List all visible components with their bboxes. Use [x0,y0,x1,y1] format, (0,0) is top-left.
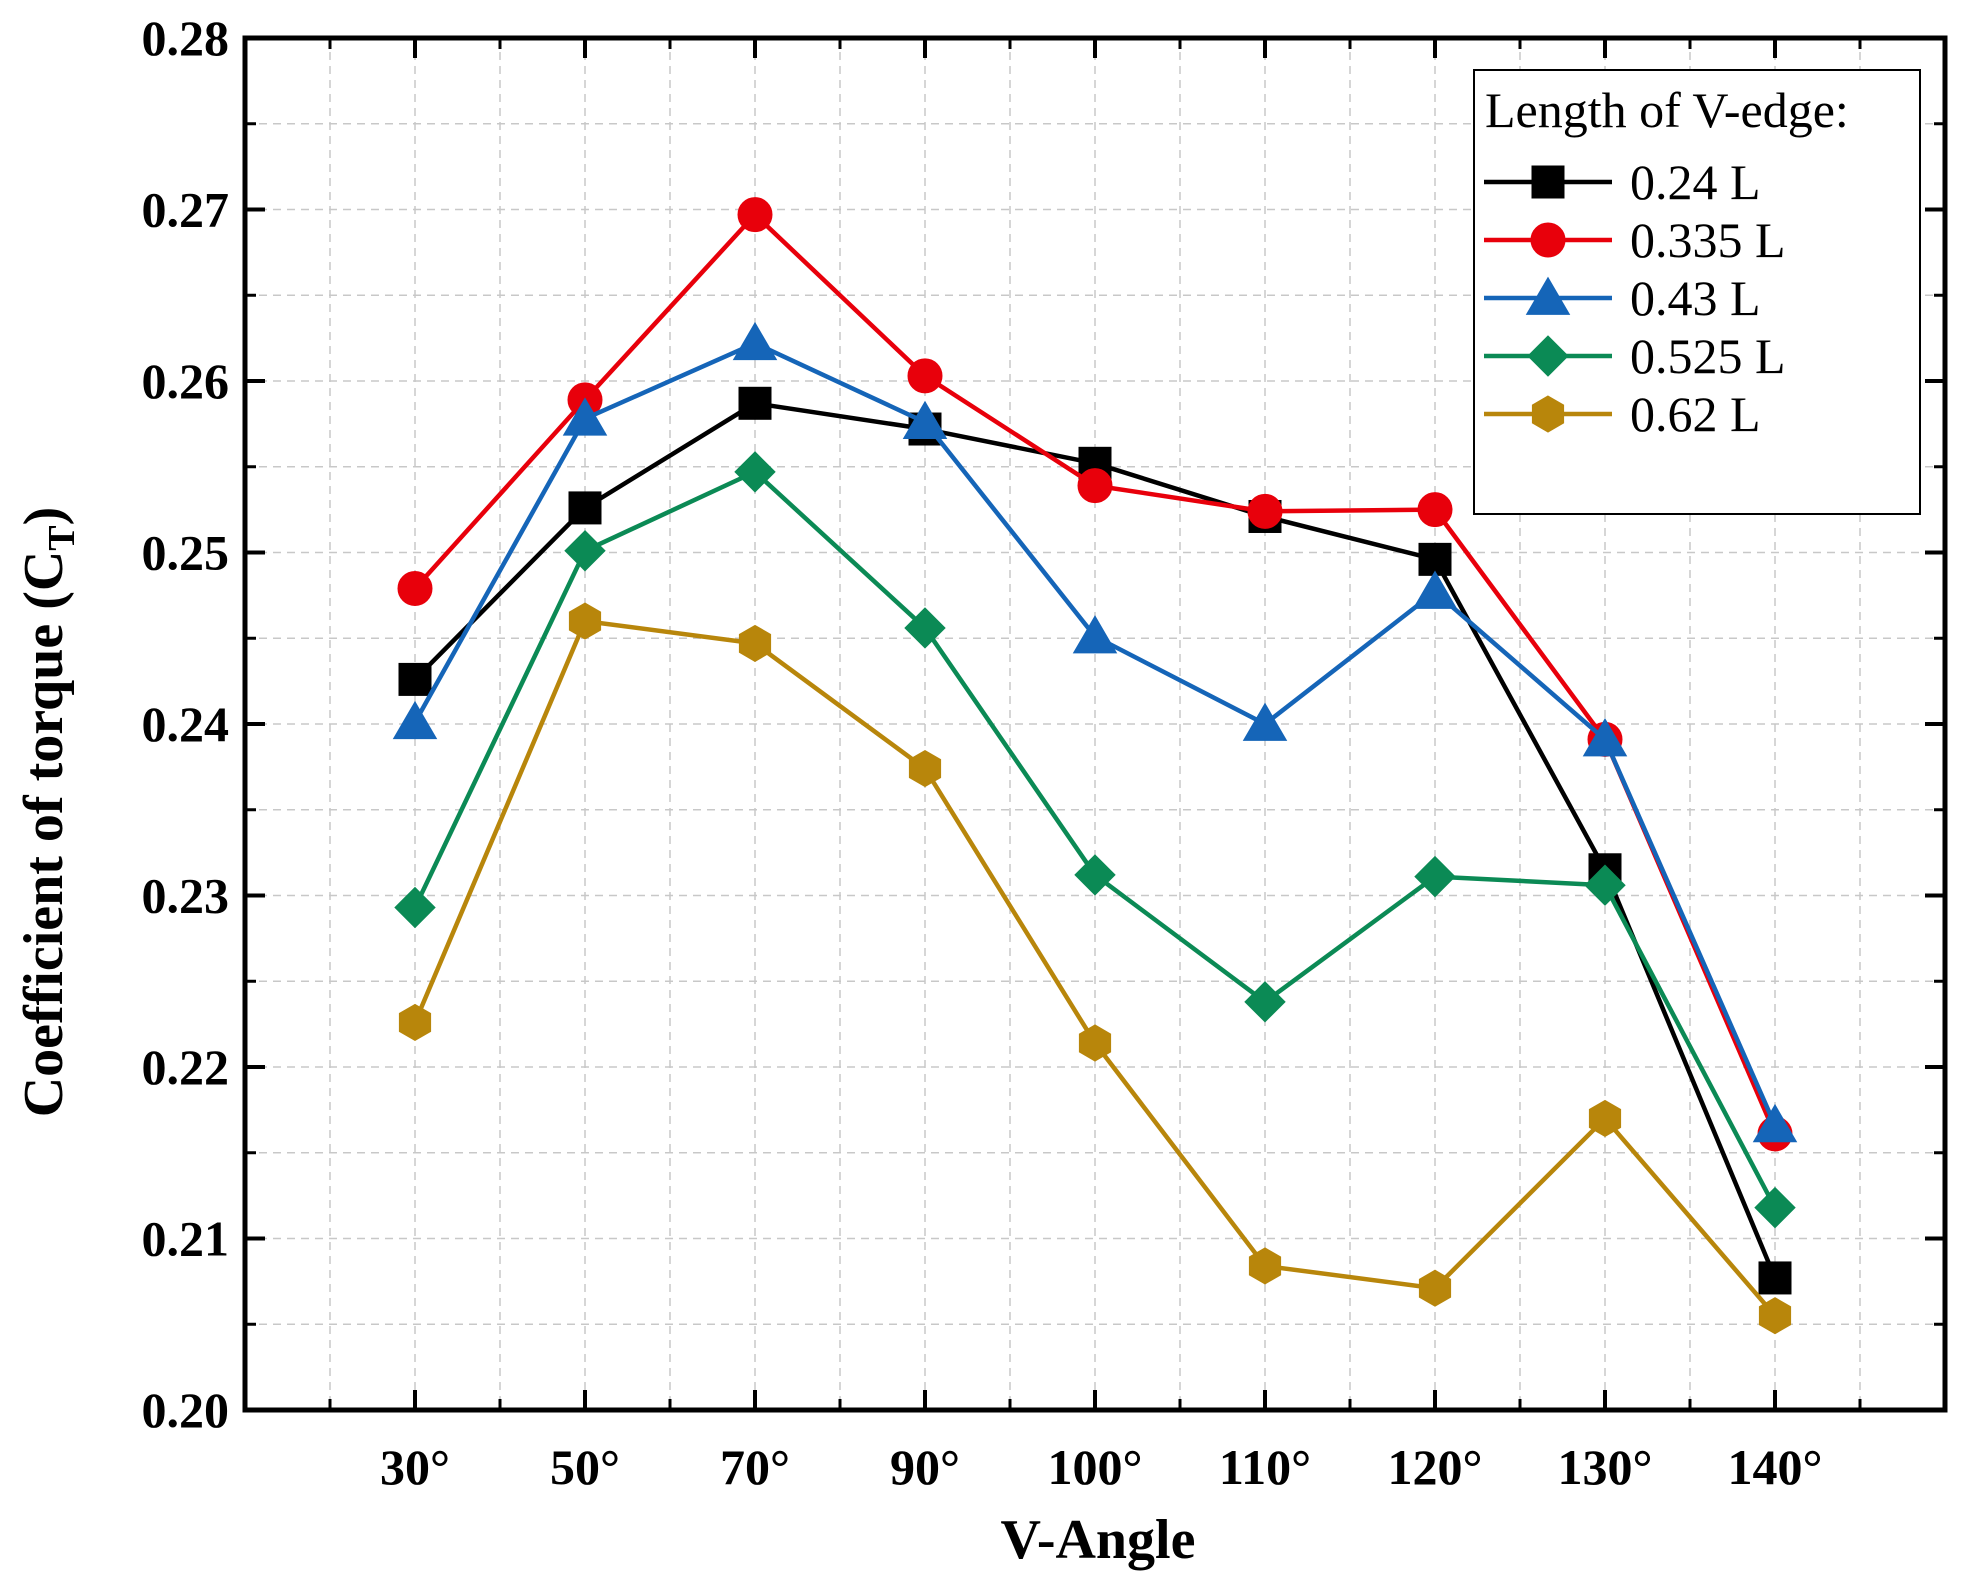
y-tick-label: 0.25 [142,525,230,581]
data-point-0-43-L [1752,1103,1798,1143]
data-point-0-525-L [734,451,776,493]
data-point-0-62-L [738,624,772,662]
data-point-0-43-L [1412,570,1458,609]
series-0-62-L [398,602,1792,1335]
legend-marker [1527,335,1569,377]
legend-item: 0.24 L [1484,154,1761,210]
data-point-0-62-L [1078,1024,1112,1062]
data-point-0-62-L [1588,1099,1622,1138]
data-point-0-24-L [1418,542,1452,576]
data-point-0-525-L [904,607,946,649]
series-0-43-L [392,321,1798,1143]
y-tick-label: 0.28 [142,10,230,66]
data-point-0-62-L [1248,1247,1282,1285]
data-point-0-43-L [902,400,948,440]
x-tick-label: 130° [1558,1439,1653,1495]
legend: Length of V-edge: 0.24 L0.335 L0.43 L0.5… [1473,69,1921,515]
series-layer [392,197,1798,1335]
data-point-0-24-L [1758,1261,1792,1295]
data-point-0-335-L [1247,493,1283,529]
data-point-0-525-L [1074,854,1116,896]
data-point-0-43-L [1072,615,1118,654]
data-point-0-335-L [907,358,943,394]
x-tick-label: 70° [720,1439,790,1495]
y-axis-title-subscript: T [41,525,83,550]
x-tick-label: 120° [1388,1439,1483,1495]
legend-label: 0.24 L [1630,154,1761,210]
data-point-0-335-L [1417,492,1453,528]
y-tick-label: 0.26 [142,353,230,409]
data-point-0-62-L [908,750,942,788]
data-point-0-24-L [738,386,772,420]
data-point-0-525-L [1584,864,1626,906]
x-tick-label: 140° [1728,1439,1823,1495]
y-tick-label: 0.24 [142,696,230,752]
data-point-0-335-L [1077,468,1113,504]
legend-item: 0.525 L [1484,328,1786,384]
y-axis-title: Coefficient of torque (CT) [13,507,83,1118]
y-tick-label: 0.27 [142,182,230,238]
data-point-0-62-L [398,1003,432,1041]
data-point-0-43-L [1242,702,1288,741]
axes: 0.20 0.21 0.22 0.23 0.24 0.25 0.26 0.27 0.28 30° 5… [142,10,1945,1495]
data-point-0-24-L [398,662,432,696]
x-tick-label: 90° [890,1439,960,1495]
y-tick-label: 0.23 [142,868,230,924]
legend-label: 0.43 L [1630,270,1761,326]
data-point-0-24-L [568,491,602,525]
legend-item: 0.335 L [1484,212,1786,268]
legend-label: 0.525 L [1630,328,1786,384]
data-point-0-43-L [1582,718,1628,757]
data-point-0-62-L [1758,1297,1792,1335]
x-tick-label: 110° [1219,1439,1311,1495]
legend-label: 0.335 L [1630,212,1786,268]
x-tick-label: 100° [1048,1439,1143,1495]
data-point-0-62-L [1418,1269,1452,1307]
legend-marker [1531,165,1565,199]
data-point-0-43-L [562,397,608,436]
legend-marker [1530,222,1566,258]
x-tick-label: 50° [550,1439,620,1495]
y-axis-title-main: Coefficient of torque (C [13,551,75,1118]
legend-item: 0.62 L [1484,386,1761,442]
y-tick-label: 0.22 [142,1039,230,1095]
data-point-0-525-L [394,886,436,929]
y-tick-label: 0.21 [142,1211,230,1267]
legend-label: 0.62 L [1630,386,1761,442]
x-axis-title: V-Angle [1001,1509,1196,1571]
x-tick-label: 30° [380,1439,450,1495]
data-point-0-525-L [1244,981,1286,1023]
data-point-0-525-L [1754,1186,1796,1229]
legend-title: Length of V-edge: [1485,82,1849,138]
series-0-525-L [394,451,1796,1229]
y-tick-label: 0.20 [142,1382,230,1438]
data-point-0-525-L [1414,855,1456,898]
data-point-0-525-L [564,530,606,572]
data-point-0-62-L [568,602,602,640]
data-point-0-335-L [397,571,433,607]
legend-item: 0.43 L [1484,270,1761,326]
legend-marker [1531,395,1565,433]
legend-marker [1525,276,1571,315]
series-0-335-L [397,197,1793,1152]
data-point-0-43-L [732,321,778,361]
data-point-0-335-L [737,197,773,233]
data-point-0-43-L [392,700,438,740]
y-axis-title-close: ) [13,507,75,526]
